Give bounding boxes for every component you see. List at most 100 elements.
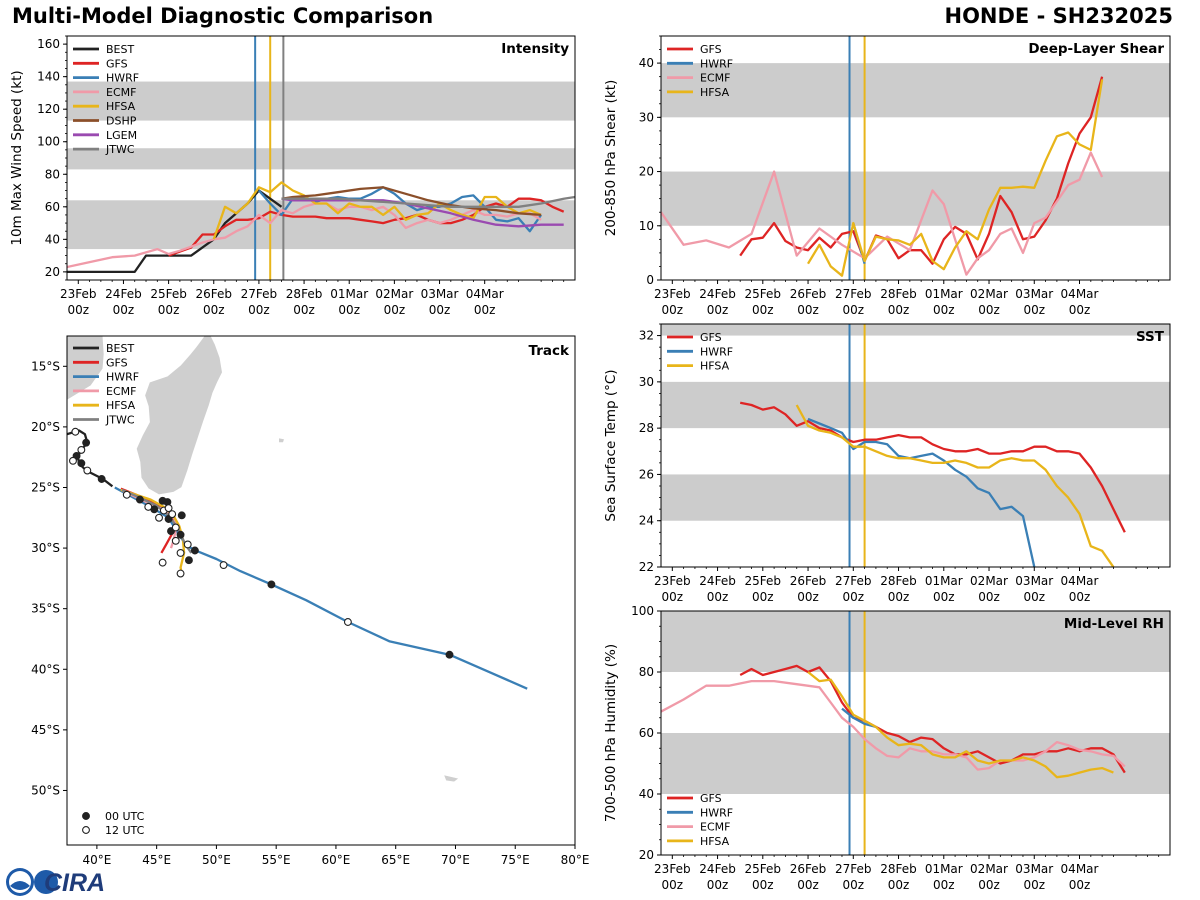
- track-hwrf: [114, 486, 528, 690]
- track-marker-12utc: [176, 569, 185, 578]
- sst-ytick-label: 26: [639, 467, 654, 481]
- rh-ytick-label: 60: [639, 726, 654, 740]
- rh-xtick-sublabel: 00z: [933, 878, 955, 892]
- sst-xtick-label: 27Feb: [835, 574, 872, 588]
- sst-xtick-label: 03Mar: [1015, 574, 1053, 588]
- rh-band: [661, 733, 1170, 794]
- rh-xtick-label: 24Feb: [699, 862, 736, 876]
- rh-series-hfsa: [807, 671, 1114, 779]
- rh-xtick-sublabel: 00z: [842, 878, 864, 892]
- track-marker-legend-symbol: [82, 812, 90, 820]
- intensity-ytick-label: 120: [37, 102, 60, 116]
- track-xtick-label: 45°E: [142, 853, 171, 867]
- track-legend-label-hfsa: HFSA: [106, 399, 136, 412]
- intensity-series-ecmf: [67, 202, 542, 269]
- intensity-legend-label-dshp: DSHP: [106, 115, 137, 128]
- sst-panel: 22 24 26 28 30 32 23Feb 00z 24Feb 00z 25Feb 00z 26Fe…: [603, 323, 1171, 604]
- rh-xtick-sublabel: 00z: [888, 878, 910, 892]
- track-marker-12utc: [171, 536, 180, 545]
- intensity-legend-label-hfsa: HFSA: [106, 100, 136, 113]
- shear-xtick-label: 03Mar: [1015, 287, 1053, 301]
- rh-xtick-sublabel: 00z: [707, 878, 729, 892]
- sst-frame: [660, 323, 1171, 568]
- intensity-legend-label-ecmf: ECMF: [106, 86, 136, 99]
- rh-legend-label-gfs: GFS: [700, 792, 722, 805]
- sst-band: [661, 381, 1170, 429]
- track-marker-12utc: [122, 490, 131, 499]
- track-ytick-label: 40°S: [31, 662, 60, 676]
- intensity-ytick-label: 100: [37, 135, 60, 149]
- intensity-xtick-label: 24Feb: [105, 287, 142, 301]
- intensity-xtick-label: 23Feb: [60, 287, 97, 301]
- intensity-series-gfs: [168, 197, 565, 257]
- intensity-legend-label-lgem: LGEM: [106, 129, 137, 142]
- sst-xtick-sublabel: 00z: [842, 590, 864, 604]
- sst-xtick-label: 02Mar: [970, 574, 1008, 588]
- track-ytick-label: 45°S: [31, 723, 60, 737]
- track-marker-12utc: [71, 427, 80, 436]
- track-marker-12utc: [144, 502, 153, 511]
- cira-logo: CIRA: [6, 868, 105, 897]
- track-xtick-label: 55°E: [262, 853, 291, 867]
- track-marker-12utc: [171, 523, 180, 532]
- sst-xtick-sublabel: 00z: [933, 590, 955, 604]
- intensity-xtick-sublabel: 00z: [384, 303, 406, 317]
- track-jtwc: [121, 488, 193, 554]
- sst-xtick-label: 25Feb: [745, 574, 782, 588]
- shear-ytick-label: 40: [639, 56, 654, 70]
- track-xtick-label: 60°E: [322, 853, 351, 867]
- intensity-panel: 20 40 60 80 100 120 140 160 23Feb 00z 24Feb 00z 25Fe…: [9, 35, 576, 317]
- shear-xtick-sublabel: 00z: [662, 303, 684, 317]
- rh-ytick-label: 80: [639, 665, 654, 679]
- track-frame: [66, 335, 576, 846]
- sst-xtick-sublabel: 00z: [888, 590, 910, 604]
- shear-xtick-sublabel: 00z: [978, 303, 1000, 317]
- rh-legend-label-ecmf: ECMF: [700, 821, 730, 834]
- track-ytick-label: 20°S: [31, 420, 60, 434]
- track-panel: 40°E 45°E 50°E 55°E 60°E 65°E 70°E 75°E 80°E 15°S…: [31, 335, 589, 867]
- track-ytick-label: 15°S: [31, 359, 60, 373]
- track-xtick-label: 40°E: [82, 853, 111, 867]
- shear-xtick-label: 24Feb: [699, 287, 736, 301]
- intensity-xtick-sublabel: 00z: [203, 303, 225, 317]
- sst-ytick-label: 22: [639, 560, 654, 574]
- rh-series-gfs: [739, 664, 1126, 774]
- sst-band: [661, 474, 1170, 521]
- rh-xtick-label: 04Mar: [1061, 862, 1099, 876]
- shear-band: [661, 171, 1170, 226]
- intensity-xtick-sublabel: 00z: [113, 303, 135, 317]
- sst-ytick-label: 32: [639, 329, 654, 343]
- track-hfsa: [120, 488, 186, 574]
- shear-panel: 0 10 20 30 40 23Feb 00z 24Feb 00z 25Feb 00z 26Feb 00…: [603, 35, 1171, 317]
- track-marker-12utc: [77, 445, 86, 454]
- rh-title: Mid-Level RH: [1064, 616, 1164, 632]
- rh-xtick-label: 01Mar: [925, 862, 963, 876]
- rh-xtick-sublabel: 00z: [978, 878, 1000, 892]
- shear-xtick-label: 27Feb: [835, 287, 872, 301]
- land-kerguelen: [442, 774, 461, 783]
- shear-xtick-label: 01Mar: [925, 287, 963, 301]
- track-marker-12utc: [69, 456, 77, 465]
- track-marker-00utc: [77, 459, 86, 468]
- track-marker-12utc: [219, 561, 228, 569]
- intensity-title: Intensity: [501, 41, 569, 57]
- rh-band: [661, 611, 1170, 672]
- track-marker-12utc: [158, 558, 167, 567]
- sst-title: SST: [1136, 329, 1165, 345]
- shear-xtick-sublabel: 00z: [1069, 303, 1091, 317]
- shear-xtick-label: 23Feb: [654, 287, 691, 301]
- track-marker-12utc: [176, 548, 185, 557]
- shear-ytick-label: 30: [639, 110, 654, 124]
- track-marker-00utc: [82, 438, 91, 447]
- rh-ytick-label: 20: [639, 848, 654, 862]
- shear-series-hfsa: [807, 79, 1104, 277]
- intensity-series-lgem: [281, 197, 564, 228]
- rh-series-hwrf: [841, 707, 877, 729]
- rh-xtick-label: 27Feb: [835, 862, 872, 876]
- sst-ytick-label: 28: [639, 421, 654, 435]
- track-marker-00utc: [135, 495, 144, 504]
- intensity-xtick-label: 02Mar: [375, 287, 413, 301]
- track-marker-00utc: [97, 475, 106, 483]
- intensity-ytick-label: 140: [37, 70, 60, 84]
- sst-xtick-sublabel: 00z: [1069, 590, 1091, 604]
